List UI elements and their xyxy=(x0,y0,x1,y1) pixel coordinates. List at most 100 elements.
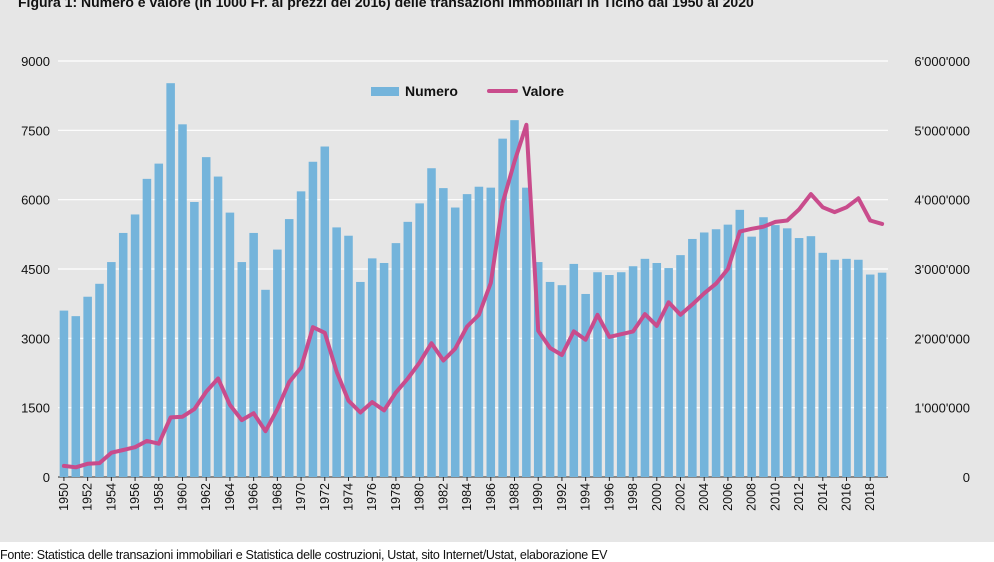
bar-numero xyxy=(688,238,697,477)
bar-numero xyxy=(581,293,590,477)
bar-numero xyxy=(616,272,626,477)
right-axis-tick-label: 3'000'000 xyxy=(914,262,970,277)
x-tick-label: 1998 xyxy=(626,483,640,511)
footer: Fonte: Statistica delle transazioni immo… xyxy=(0,542,994,562)
x-tick-label: 1976 xyxy=(365,483,379,511)
bar-numero xyxy=(237,262,247,477)
line-valore xyxy=(61,122,885,470)
x-tick-label: 1956 xyxy=(128,483,142,511)
bar-numero xyxy=(782,228,792,477)
x-tick-label: 2018 xyxy=(863,483,877,511)
bar-numero xyxy=(510,120,519,478)
source-note: Fonte: Statistica delle transazioni immo… xyxy=(0,548,608,562)
bar-numero xyxy=(842,258,851,477)
bar-numero xyxy=(415,203,424,477)
right-axis-ticks: 0 1'000'000 2'000'000 3'000'000 4'000'000 5'0… xyxy=(914,54,970,485)
bar-numero xyxy=(652,262,662,477)
bar-numero xyxy=(676,255,685,477)
x-tick-label: 1982 xyxy=(436,483,450,511)
bar-numero xyxy=(593,272,602,477)
bar-numero xyxy=(225,212,235,477)
left-axis-tick-label: 6000 xyxy=(21,193,50,208)
x-tick-label: 1968 xyxy=(270,483,284,511)
bar-numero xyxy=(427,168,436,478)
bar-numero xyxy=(332,227,341,477)
x-tick-label: 2016 xyxy=(840,483,854,511)
bar-numero xyxy=(178,124,187,477)
bar-numero xyxy=(747,236,756,477)
bar-numero xyxy=(806,236,816,477)
x-tick-label: 1972 xyxy=(318,483,332,511)
x-tick-label: 1994 xyxy=(579,483,593,511)
x-tick-label: 1970 xyxy=(294,483,308,511)
bar-numero xyxy=(166,83,175,477)
x-tick-label: 1992 xyxy=(555,483,569,511)
x-tick-label: 2012 xyxy=(792,483,806,511)
right-axis-tick-label: 4'000'000 xyxy=(914,193,970,208)
bar-numero xyxy=(605,275,614,477)
x-tick-label: 1988 xyxy=(508,483,522,511)
bar-numero xyxy=(296,191,306,477)
x-tick-label: 1964 xyxy=(223,483,237,511)
bar-numero xyxy=(723,224,733,477)
left-axis-tick-label: 4500 xyxy=(21,262,50,277)
chart-title: Figura 1: Numero e valore (in 1000 Fr. a… xyxy=(18,0,754,10)
bar-numero xyxy=(533,262,543,477)
bar-numero xyxy=(83,296,92,477)
bar-numero xyxy=(439,188,448,477)
bar-numero xyxy=(771,225,780,477)
bar-numero xyxy=(391,243,401,477)
x-tick-label: 1960 xyxy=(176,483,190,511)
bar-numero xyxy=(640,258,650,477)
bar-numero xyxy=(664,268,673,477)
bar-numero xyxy=(320,146,330,477)
x-tick-label: 1950 xyxy=(57,483,71,511)
bar-numero xyxy=(59,310,69,477)
bar-numero xyxy=(735,209,745,477)
bar-numero xyxy=(130,214,140,478)
x-tick-label: 1974 xyxy=(342,483,356,511)
bar-numero xyxy=(830,259,839,477)
left-axis-tick-label: 9000 xyxy=(21,54,50,69)
right-axis-tick-label: 2'000'000 xyxy=(914,331,970,346)
bar-numero xyxy=(190,201,199,477)
left-axis-tick-label: 7500 xyxy=(21,123,50,138)
x-tick-label: 1990 xyxy=(531,483,545,511)
bar-numero xyxy=(261,289,270,477)
bar-numero xyxy=(498,138,507,478)
x-tick-label: 1966 xyxy=(247,483,261,511)
legend-swatch-numero xyxy=(371,87,399,96)
bar-numero xyxy=(273,249,282,477)
bar-numero xyxy=(367,258,377,477)
x-tick-label: 1984 xyxy=(460,483,474,511)
x-tick-label: 2000 xyxy=(650,483,664,511)
chart-area: 0 1500 3000 4500 6000 7500 9000 0 1'000'000 2'00… xyxy=(21,54,970,511)
left-axis-tick-label: 3000 xyxy=(21,331,50,346)
bar-numero xyxy=(462,194,472,477)
left-axis-tick-label: 1500 xyxy=(21,401,50,416)
x-tick-label: 1952 xyxy=(81,483,95,511)
x-tick-label: 1978 xyxy=(389,483,403,511)
x-tick-label: 2002 xyxy=(674,483,688,511)
bar-numero xyxy=(522,187,531,477)
bar-numero xyxy=(142,178,152,477)
bar-series-numero xyxy=(59,83,887,478)
bar-numero xyxy=(854,259,863,477)
x-axis-ticks: 1950 1952 1954 1956 1958 1960 1962 1964 1966 1968… xyxy=(57,477,877,511)
bar-numero xyxy=(201,157,211,478)
right-axis-tick-label: 6'000'000 xyxy=(914,54,970,69)
bar-numero xyxy=(450,207,460,477)
bar-numero xyxy=(557,285,567,477)
bar-numero xyxy=(95,283,104,477)
x-tick-label: 1986 xyxy=(484,483,498,511)
bar-numero xyxy=(711,229,721,477)
x-tick-label: 1954 xyxy=(104,483,118,511)
bar-numero xyxy=(818,252,828,477)
bar-numero xyxy=(628,266,638,477)
bar-numero xyxy=(308,161,318,477)
bar-numero xyxy=(545,281,555,477)
left-axis-ticks: 0 1500 3000 4500 6000 7500 9000 xyxy=(21,54,50,485)
bar-numero xyxy=(486,187,496,477)
bar-numero xyxy=(107,262,116,477)
bar-numero xyxy=(403,221,413,477)
